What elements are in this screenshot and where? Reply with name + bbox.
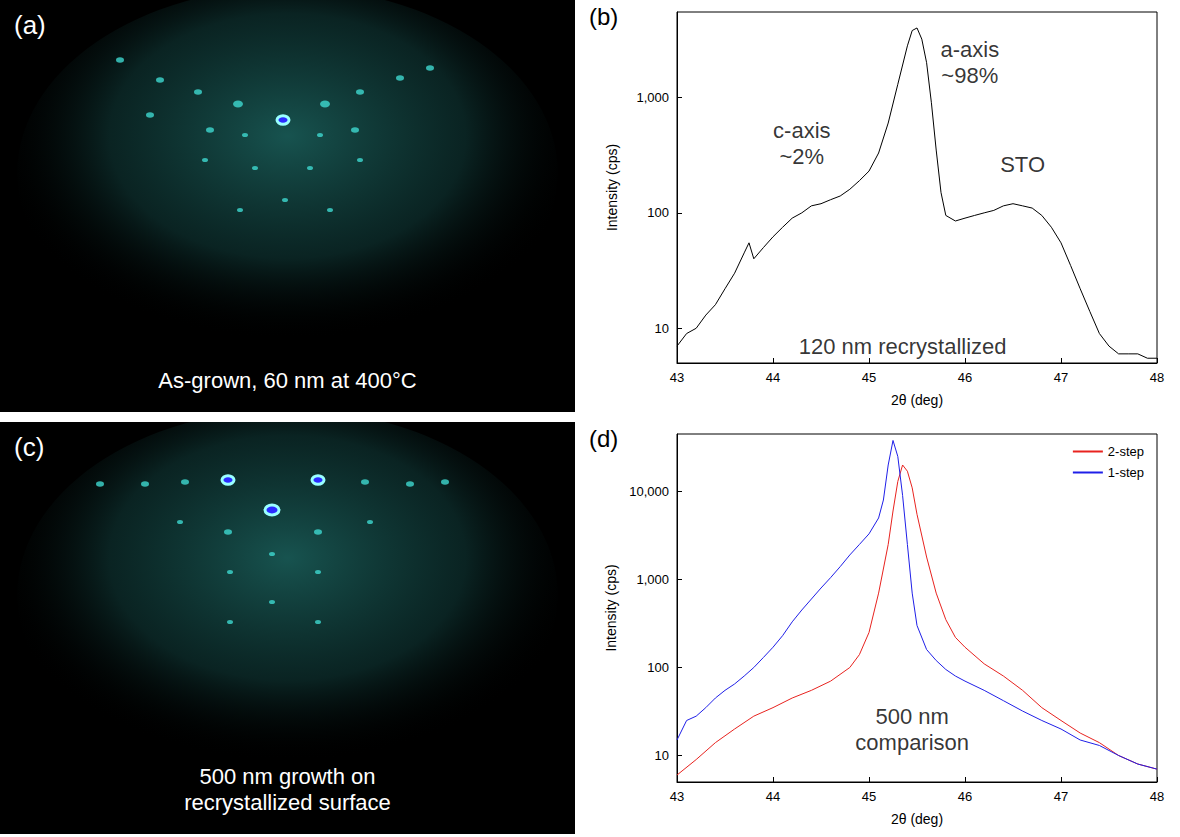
svg-text:44: 44 <box>766 789 780 804</box>
svg-text:47: 47 <box>1054 789 1068 804</box>
svg-text:100: 100 <box>647 205 669 220</box>
svg-text:46: 46 <box>958 789 972 804</box>
svg-text:(b): (b) <box>589 3 618 30</box>
html-text:(a): (a) <box>14 10 46 40</box>
svg-text:1-step: 1-step <box>1108 465 1144 480</box>
svg-text:46: 46 <box>958 370 972 385</box>
svg-text:10: 10 <box>655 321 669 336</box>
svg-text:c-axis: c-axis <box>773 118 830 143</box>
svg-text:48: 48 <box>1150 789 1164 804</box>
svg-text:Intensity (cps): Intensity (cps) <box>603 564 619 651</box>
svg-text:45: 45 <box>862 370 876 385</box>
svg-text:a-axis: a-axis <box>940 37 999 62</box>
svg-text:comparison: comparison <box>855 730 969 755</box>
svg-text:2-step: 2-step <box>1108 444 1144 459</box>
svg-text:1,000: 1,000 <box>636 90 669 105</box>
svg-text:~2%: ~2% <box>779 144 824 169</box>
svg-text:48: 48 <box>1150 370 1164 385</box>
html-text:As-grown, 60 nm at 400°C: As-grown, 60 nm at 400°C <box>158 368 417 393</box>
svg-text:Intensity (cps): Intensity (cps) <box>604 144 620 231</box>
svg-text:~98%: ~98% <box>941 63 998 88</box>
svg-text:44: 44 <box>766 370 780 385</box>
svg-text:43: 43 <box>670 370 684 385</box>
svg-text:1,000: 1,000 <box>636 572 669 587</box>
svg-text:100: 100 <box>647 660 669 675</box>
svg-text:2θ (deg): 2θ (deg) <box>891 811 943 827</box>
svg-text:45: 45 <box>862 789 876 804</box>
svg-text:500 nm: 500 nm <box>876 704 949 729</box>
svg-text:(d): (d) <box>589 425 618 452</box>
svg-text:120 nm recrystallized: 120 nm recrystallized <box>799 334 1007 359</box>
svg-text:10,000: 10,000 <box>629 484 669 499</box>
html-text:500 nm growth on recrystallize: 500 nm growth on recrystallized surface <box>184 764 391 815</box>
svg-text:2θ (deg): 2θ (deg) <box>891 392 943 408</box>
svg-text:STO: STO <box>1000 152 1045 177</box>
html-text:(c): (c) <box>14 432 45 462</box>
svg-text:47: 47 <box>1054 370 1068 385</box>
svg-text:10: 10 <box>655 748 669 763</box>
svg-text:43: 43 <box>670 789 684 804</box>
